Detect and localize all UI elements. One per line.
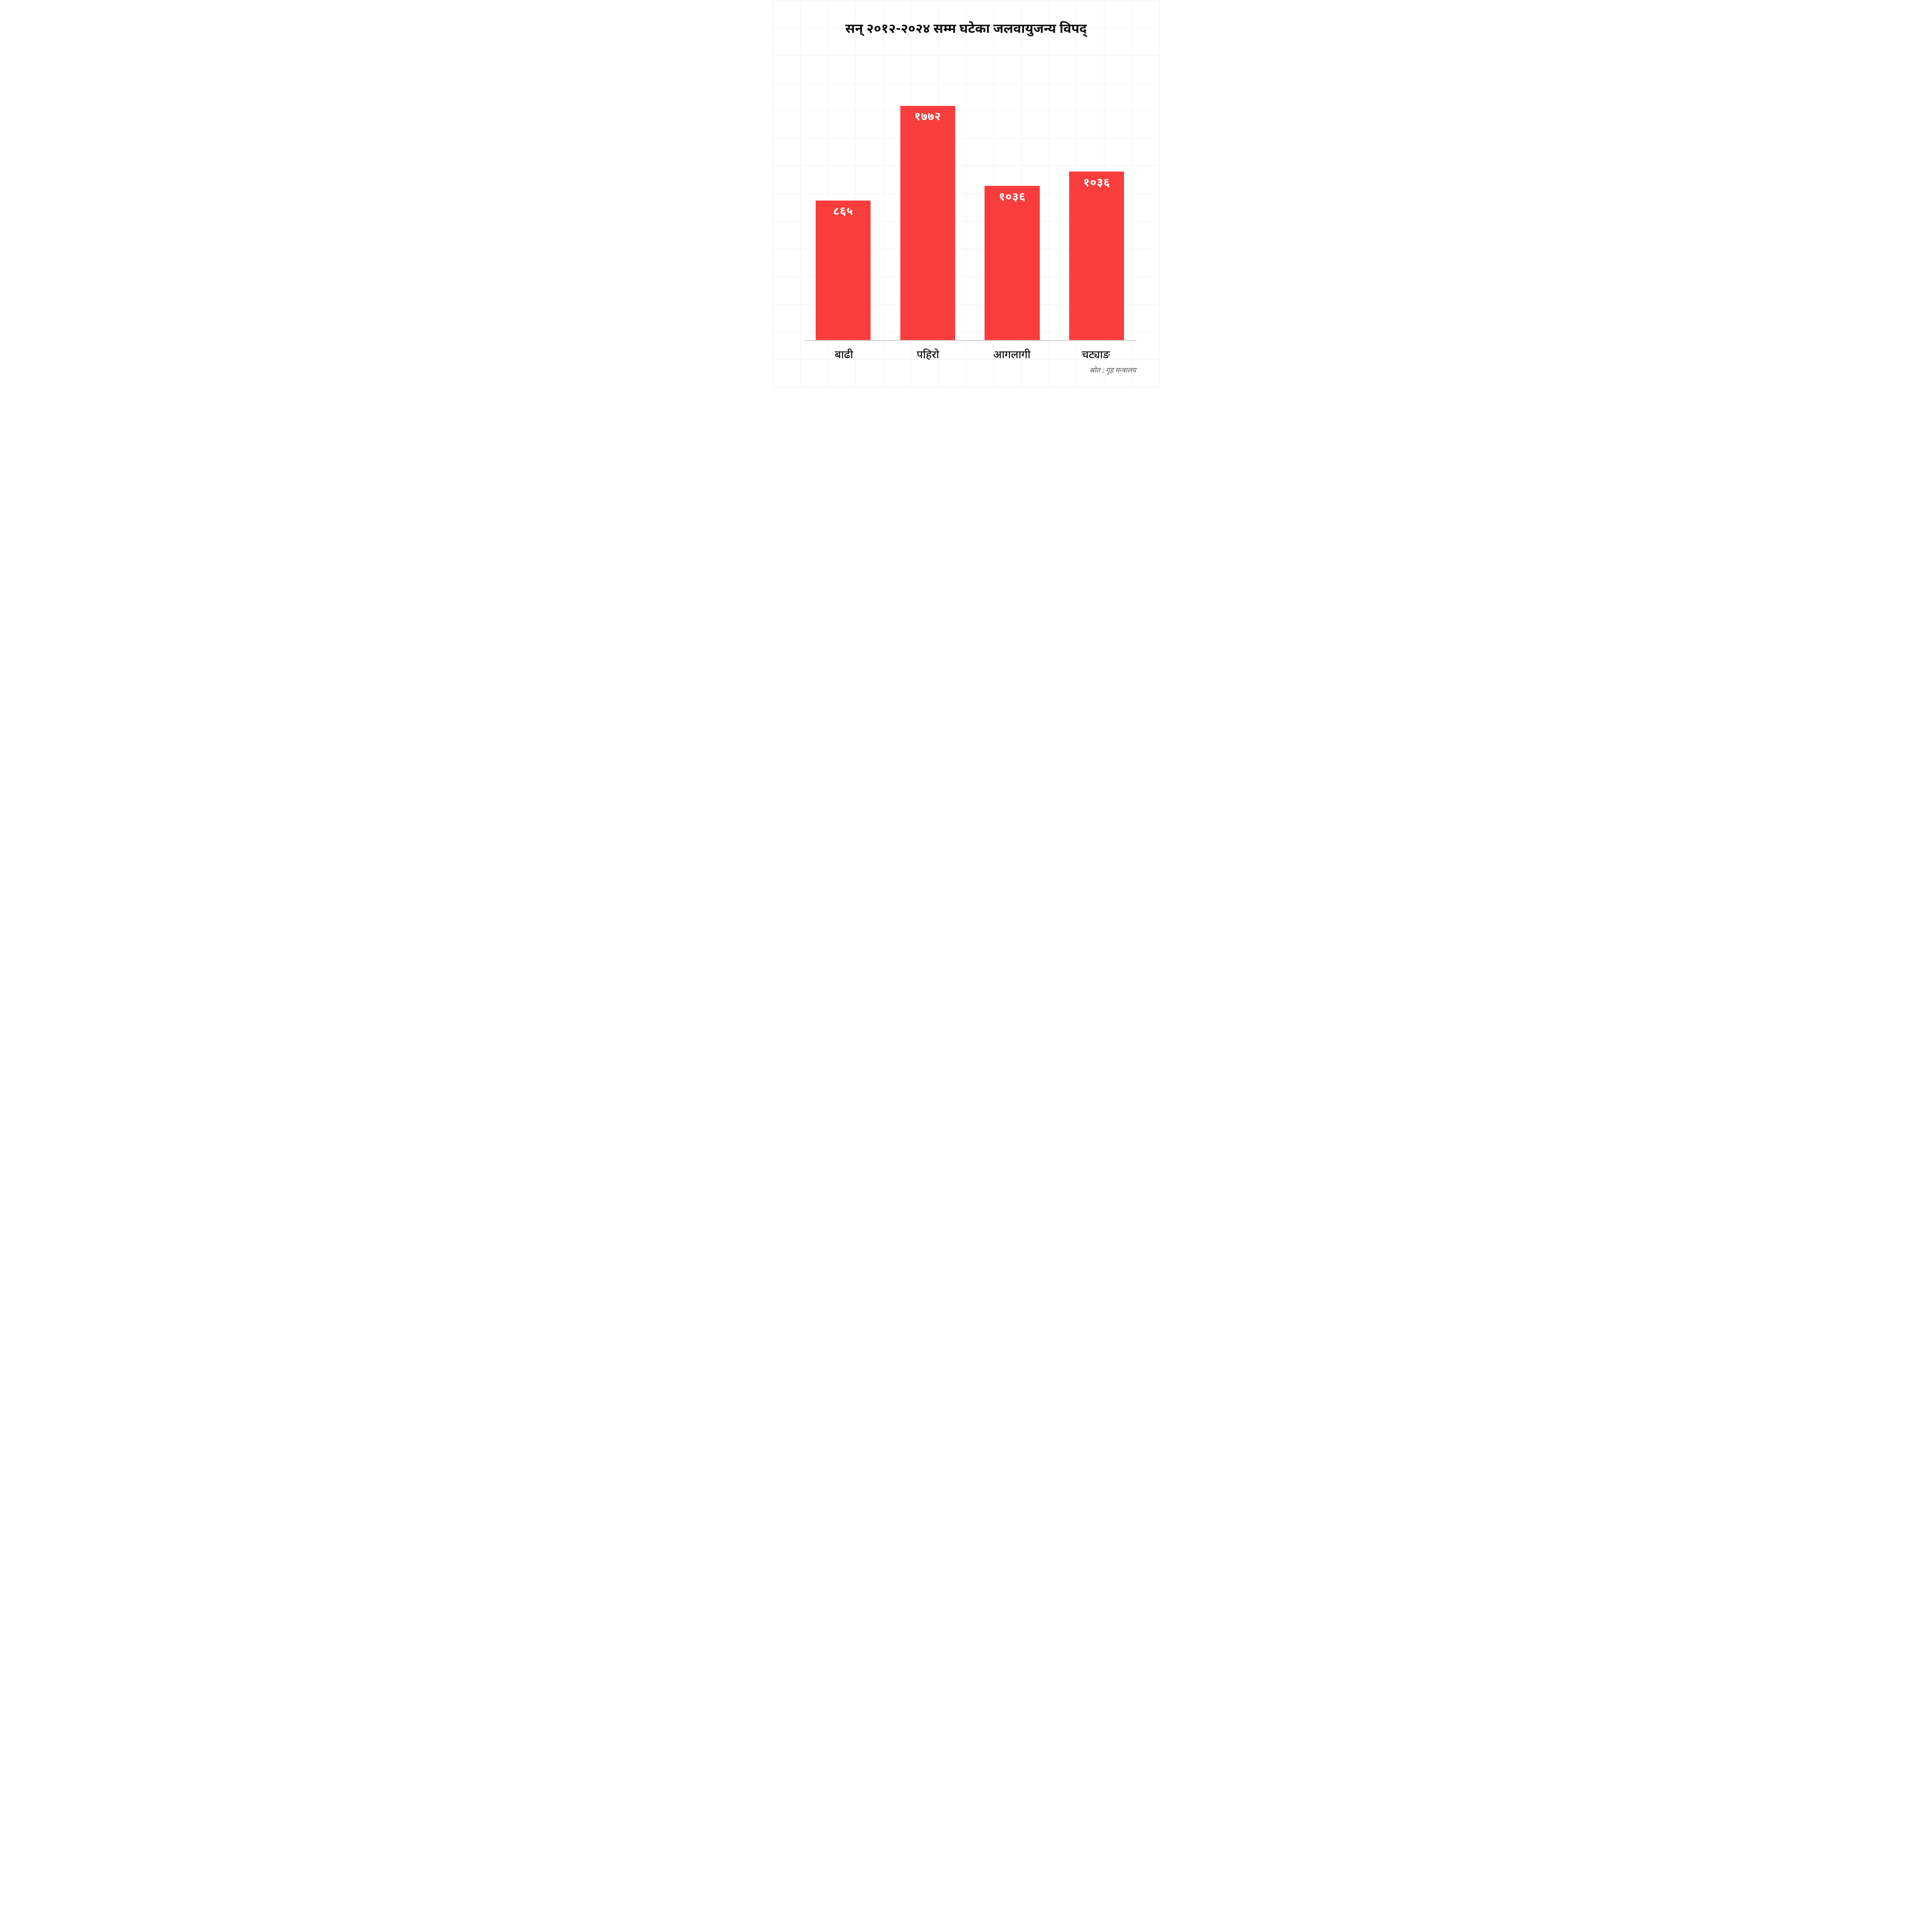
bar: १०३६ — [1069, 172, 1124, 341]
bar-slot: १७७२ — [895, 54, 960, 341]
plot-area: ८६५ १७७२ १०३६ १०३६ — [804, 54, 1136, 341]
bar-slot: १०३६ — [980, 54, 1045, 341]
x-axis-label: बाढी — [811, 349, 876, 363]
grid-line-vertical — [1159, 0, 1160, 387]
x-axis-label: चट्याङ — [1063, 349, 1128, 363]
bars-container: ८६५ १७७२ १०३६ १०३६ — [804, 54, 1136, 341]
bar-slot: १०३६ — [1064, 54, 1129, 341]
disaster-bar-chart: सन् २०१२-२०२४ सम्म घटेका जलवायुजन्य विपद… — [773, 0, 1159, 387]
bar: १७७२ — [900, 106, 955, 341]
grid-line-horizontal — [773, 387, 1159, 388]
x-axis-label: पहिरो — [895, 349, 960, 363]
bar-value-label: १०३६ — [999, 190, 1026, 206]
x-axis-labels: बाढी पहिरो आगलागी चट्याङ — [804, 349, 1136, 363]
bar-value-label: ८६५ — [833, 205, 853, 220]
chart-title: सन् २०१२-२०२४ सम्म घटेका जलवायुजन्य विपद… — [773, 21, 1159, 38]
bar: ८६५ — [816, 201, 871, 341]
bar: १०३६ — [985, 186, 1039, 340]
bar-value-label: १०३६ — [1083, 176, 1110, 191]
bar-value-label: १७७२ — [914, 110, 941, 125]
x-axis-label: आगलागी — [980, 349, 1044, 363]
bar-slot: ८६५ — [810, 54, 876, 341]
x-axis-baseline — [804, 340, 1136, 341]
source-label: स्रोत : गृह मन्त्रालय — [1090, 367, 1136, 376]
